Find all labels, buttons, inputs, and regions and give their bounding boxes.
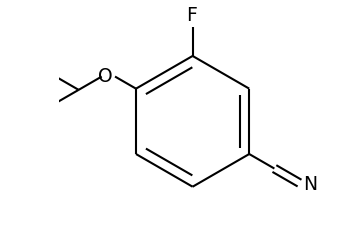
- Text: F: F: [186, 6, 197, 25]
- Text: N: N: [303, 174, 317, 193]
- Text: O: O: [98, 67, 113, 85]
